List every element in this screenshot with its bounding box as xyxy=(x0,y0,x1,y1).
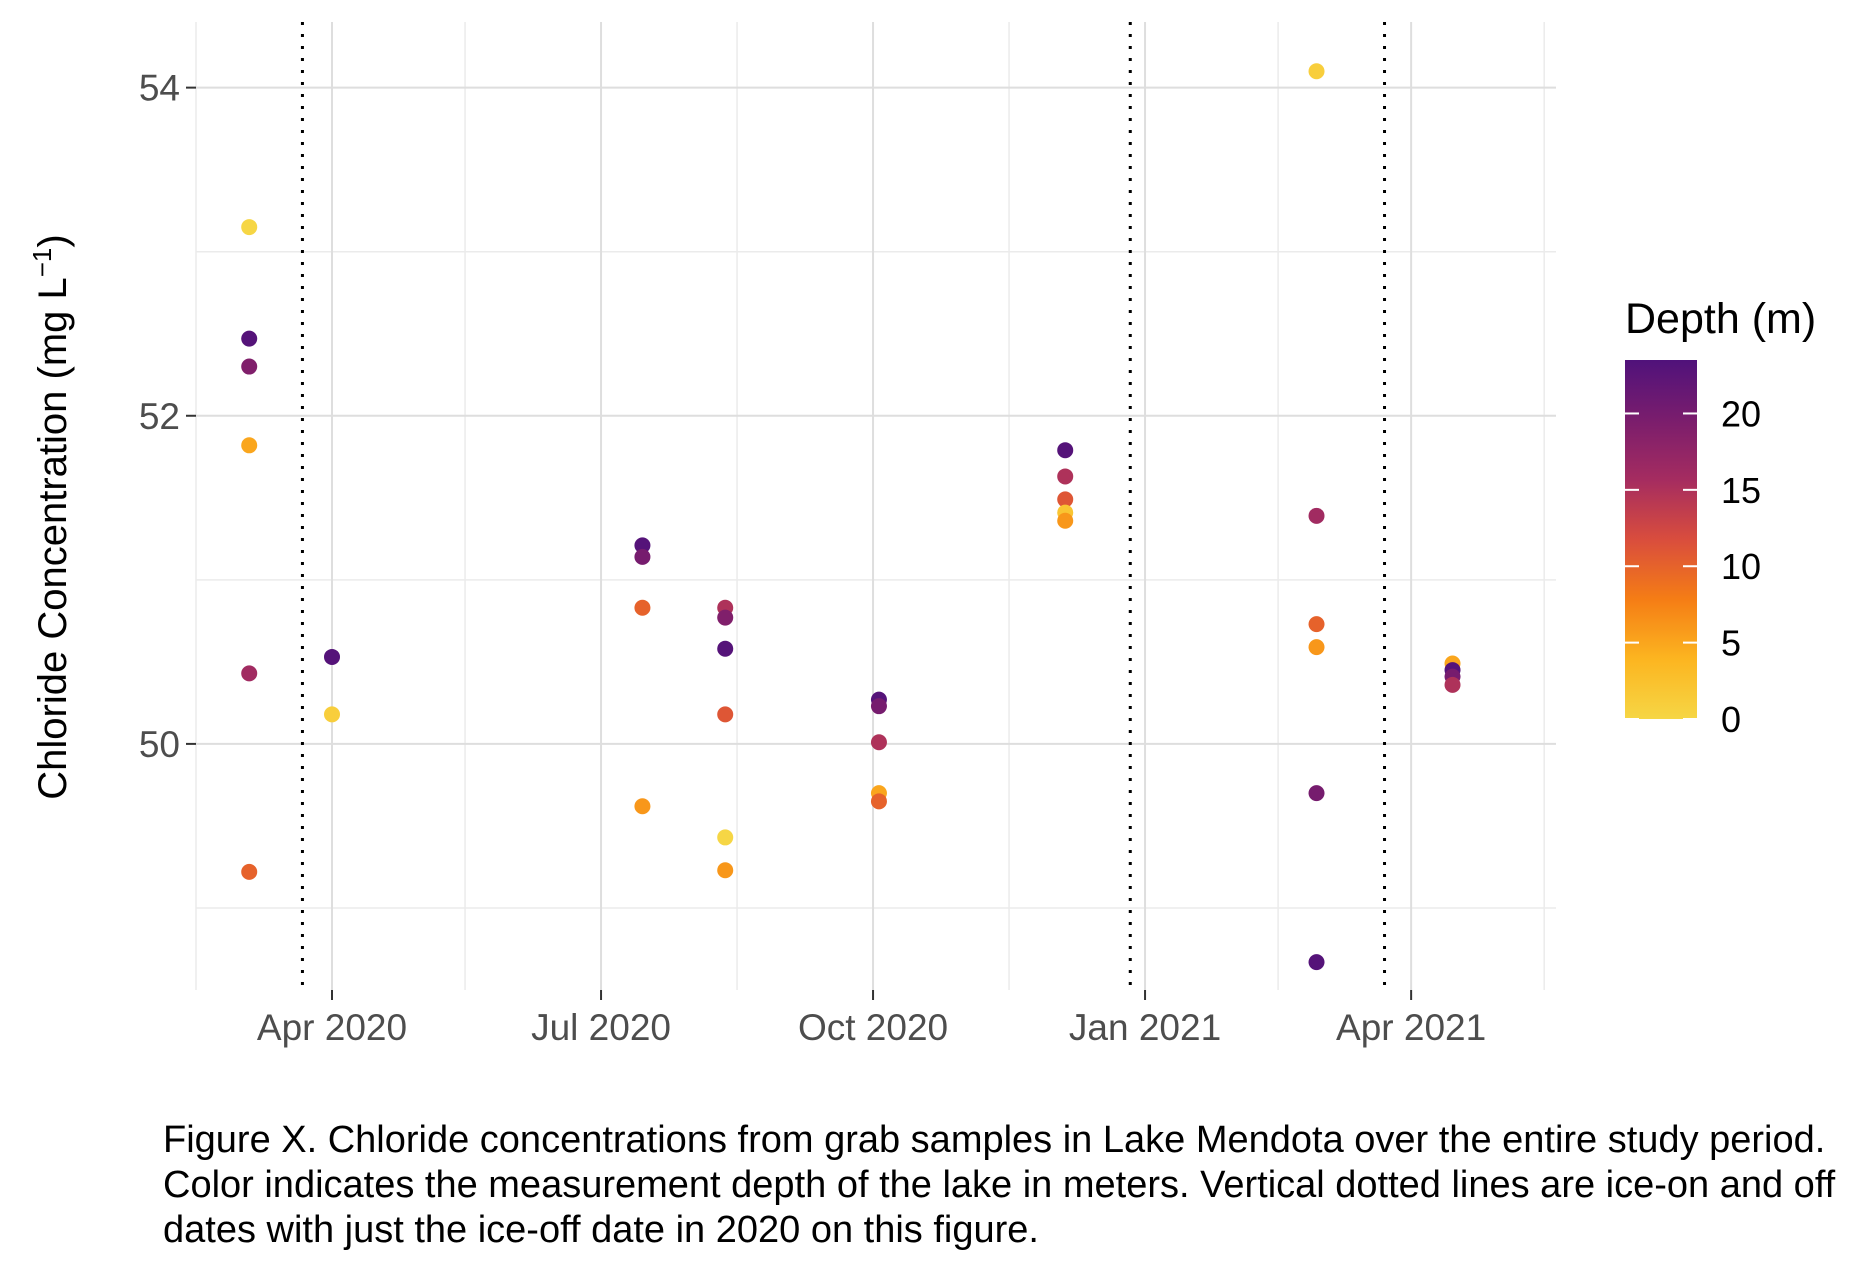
data-point xyxy=(1308,616,1325,633)
minor-gridlines xyxy=(195,22,1556,990)
legend-tick-label: 20 xyxy=(1721,393,1761,434)
data-point xyxy=(1057,491,1074,508)
data-point xyxy=(634,548,651,565)
legend-tick-label: 0 xyxy=(1721,699,1741,740)
data-point xyxy=(241,219,258,236)
data-point xyxy=(634,599,651,616)
data-point xyxy=(717,862,734,879)
data-point xyxy=(1308,954,1325,971)
legend-tick-label: 5 xyxy=(1721,623,1741,664)
y-axis-title: Chloride Concentration (mg L−1) xyxy=(27,234,75,799)
data-point xyxy=(1057,442,1074,459)
colorbar xyxy=(1625,360,1697,719)
data-point xyxy=(717,609,734,626)
x-axis: Apr 2020 Jul 2020 Oct 2020 Jan 2021 Apr 2021 xyxy=(257,990,1486,1048)
data-point xyxy=(241,437,258,454)
data-point xyxy=(1057,468,1074,485)
figure-caption: Figure X. Chloride concentrations from g… xyxy=(163,1119,1836,1251)
y-tick-label: 54 xyxy=(139,68,180,109)
data-point xyxy=(634,537,651,554)
data-point xyxy=(324,706,340,723)
data-point xyxy=(717,640,734,657)
legend-tick-label: 10 xyxy=(1721,546,1761,587)
data-point xyxy=(634,798,651,815)
data-point xyxy=(1444,676,1461,693)
x-tick-label: Jan 2021 xyxy=(1069,1007,1221,1048)
major-gridlines xyxy=(196,22,1556,990)
data-point xyxy=(324,648,340,665)
y-axis: 50 52 54 xyxy=(139,68,196,765)
data-point xyxy=(1308,63,1325,80)
data-point xyxy=(1308,639,1325,656)
data-point xyxy=(1308,507,1325,524)
y-tick-label: 50 xyxy=(139,724,180,765)
x-tick-label: Apr 2021 xyxy=(1336,1007,1486,1048)
data-point xyxy=(870,698,887,715)
y-tick-label: 52 xyxy=(139,396,180,437)
ice-date-lines xyxy=(300,22,1387,990)
x-tick-label: Apr 2020 xyxy=(257,1007,407,1048)
data-point xyxy=(717,829,734,846)
data-point xyxy=(1057,512,1074,529)
data-point xyxy=(717,706,734,723)
data-point xyxy=(241,665,258,682)
depth-legend: Depth (m) 0 5 10 15 20 xyxy=(1625,295,1816,740)
data-point xyxy=(1308,785,1325,802)
legend-title: Depth (m) xyxy=(1625,295,1816,343)
data-point xyxy=(870,793,887,810)
data-point xyxy=(870,734,887,751)
data-point xyxy=(241,330,258,347)
x-tick-label: Oct 2020 xyxy=(798,1007,948,1048)
data-points xyxy=(241,63,1461,971)
legend-tick-label: 15 xyxy=(1721,470,1761,511)
x-tick-label: Jul 2020 xyxy=(531,1007,671,1048)
data-point xyxy=(241,358,258,375)
data-point xyxy=(241,863,258,880)
